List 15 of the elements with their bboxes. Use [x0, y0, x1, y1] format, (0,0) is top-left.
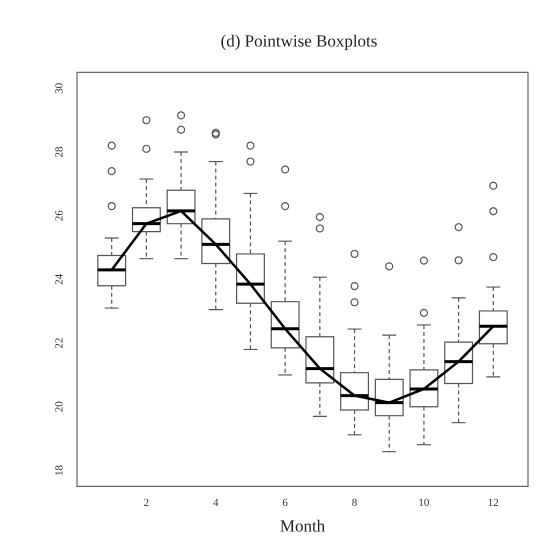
y-tick-label: 18: [53, 464, 66, 476]
chart-title: (d) Pointwise Boxplots: [220, 32, 378, 51]
y-tick-label: 28: [53, 146, 66, 158]
x-tick-label: 10: [418, 496, 430, 509]
y-tick-label: 26: [53, 210, 66, 222]
x-tick-label: 4: [213, 496, 220, 509]
y-tick-label: 30: [53, 82, 66, 94]
x-tick-label: 12: [488, 496, 499, 509]
y-tick-label: 20: [53, 400, 66, 412]
y-tick-label: 22: [53, 338, 66, 349]
x-tick-label: 6: [282, 496, 288, 509]
y-tick-label: 24: [53, 273, 66, 285]
x-tick-label: 8: [352, 496, 358, 509]
x-axis-title: Month: [280, 516, 326, 536]
x-tick-label: 2: [144, 496, 150, 509]
